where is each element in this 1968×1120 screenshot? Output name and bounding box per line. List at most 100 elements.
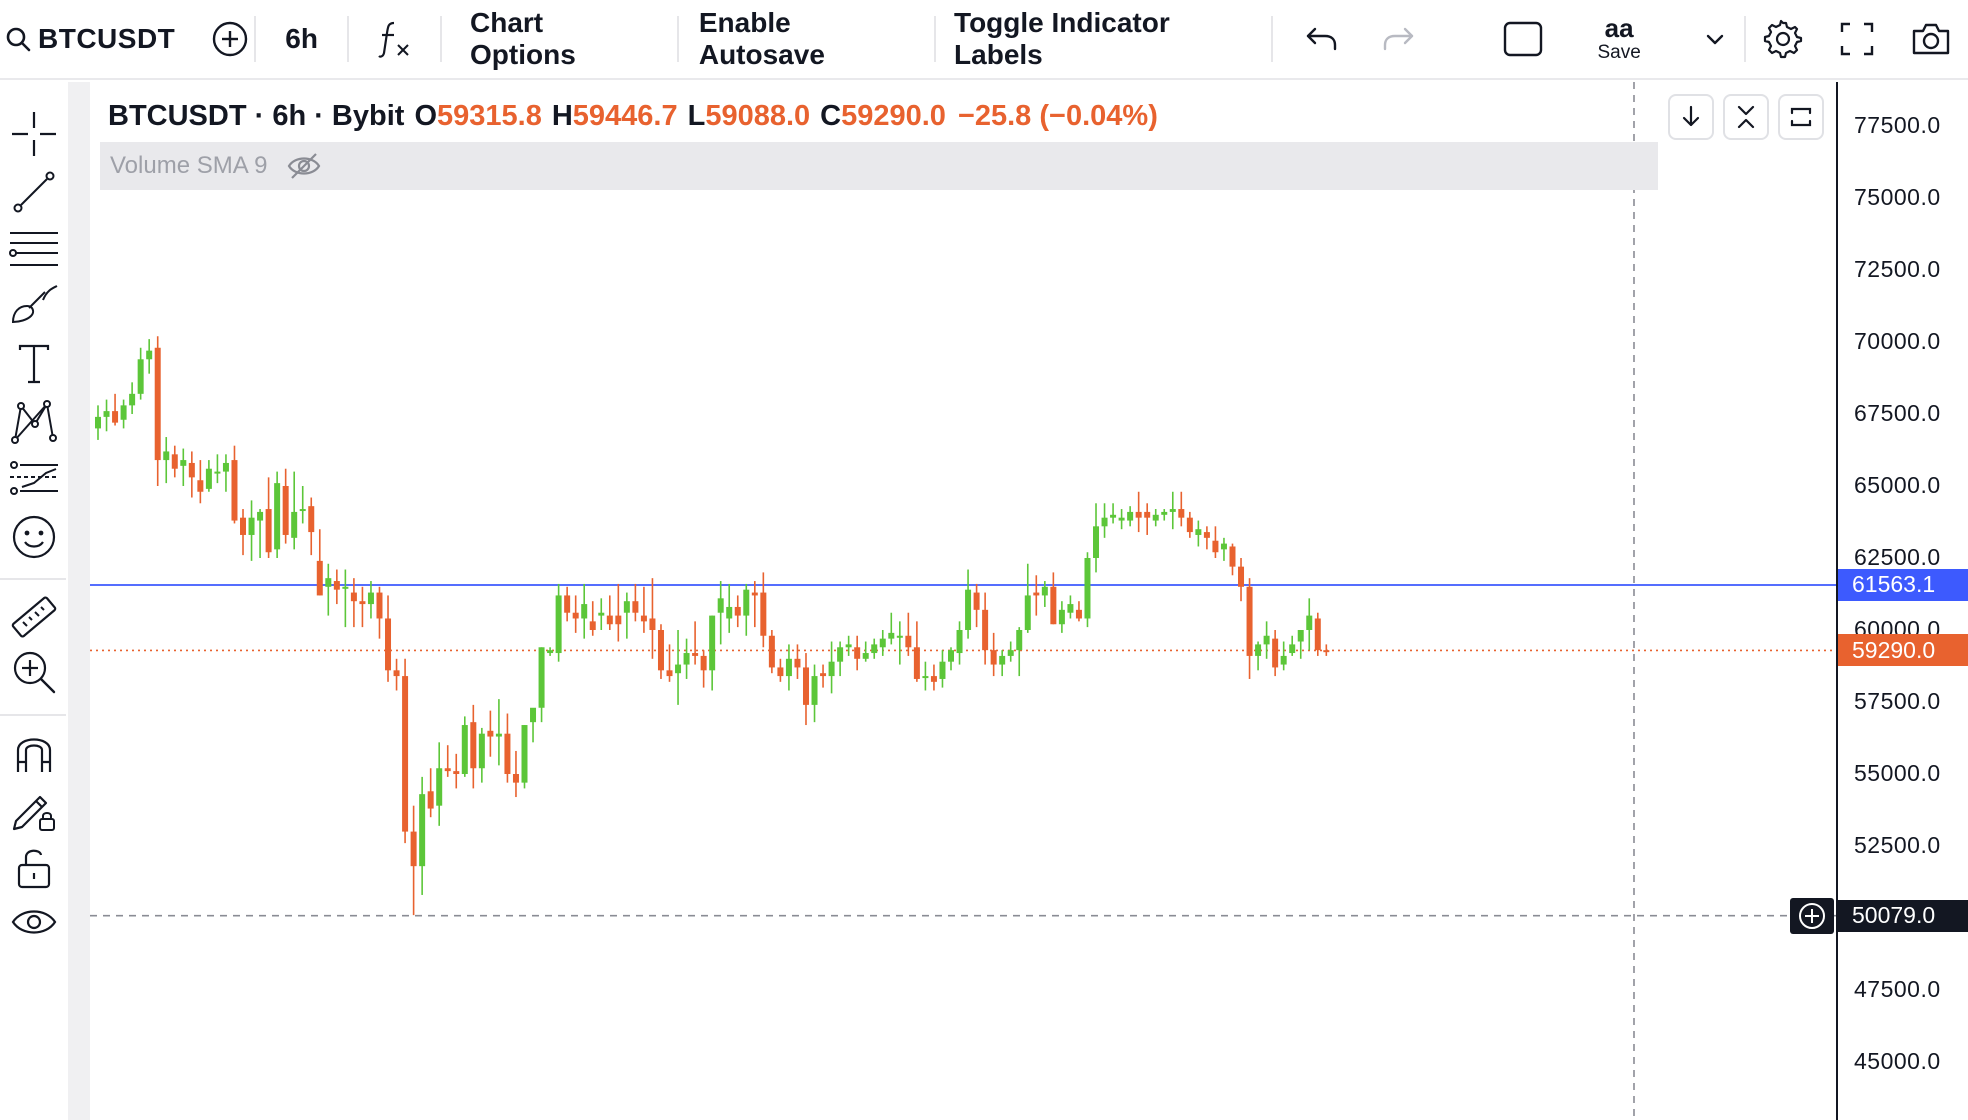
candle <box>1135 491 1142 533</box>
candle <box>930 664 937 691</box>
indicators-button[interactable] <box>349 0 440 79</box>
candle-body <box>1178 509 1185 518</box>
candle-body <box>504 733 511 774</box>
candle-body <box>734 606 741 616</box>
lock-drawings-tool[interactable] <box>0 779 68 839</box>
candle <box>325 563 332 616</box>
candle <box>112 393 119 426</box>
pencil-lock-icon <box>12 795 55 831</box>
search-icon <box>4 25 32 53</box>
candle-body <box>717 598 724 613</box>
candle-body <box>359 601 366 605</box>
trend-line-tool[interactable] <box>0 162 68 222</box>
scroll-down-button[interactable] <box>1668 94 1714 140</box>
layout-button[interactable] <box>1495 0 1553 79</box>
symbol-search[interactable]: BTCUSDT <box>0 0 206 79</box>
maximize-pane-button[interactable] <box>1778 94 1824 140</box>
candle <box>453 753 460 789</box>
chart-pane[interactable]: BTCUSDT · 6h · Bybit O 59315.8 H 59446.7 L… <box>90 82 1836 1120</box>
unlock-tool[interactable] <box>0 837 68 897</box>
candle-body <box>1041 586 1048 596</box>
save-layout-button[interactable]: aa Save <box>1552 0 1686 79</box>
text-tool[interactable] <box>0 334 68 394</box>
candle-body <box>1075 609 1082 619</box>
candle <box>623 592 630 639</box>
legend-open: 59315.8 <box>437 100 542 132</box>
price-scale[interactable]: 77500.0 75000.0 72500.0 70000.0 67500.0 65000… <box>1836 82 1968 1120</box>
candle <box>282 468 289 544</box>
toggle-indicator-labels-button[interactable]: Toggle Indicator Labels <box>954 7 1170 70</box>
candle <box>376 586 383 639</box>
chart-options-button[interactable]: Chart Options <box>470 7 576 70</box>
undo-button[interactable] <box>1283 0 1360 79</box>
candle-body <box>820 673 827 677</box>
zoom-in-tool[interactable] <box>0 642 68 702</box>
candle <box>547 647 554 656</box>
candle-body <box>1033 592 1040 596</box>
candle <box>419 776 426 895</box>
price-axis-label: 62500.0 <box>1854 544 1941 570</box>
candle <box>1024 563 1031 633</box>
candle <box>837 641 844 677</box>
candle-body <box>1263 635 1270 645</box>
candle-body <box>1144 511 1151 518</box>
pattern-tool[interactable] <box>0 392 68 452</box>
camera-icon <box>1912 23 1949 55</box>
candle <box>785 644 792 691</box>
candle <box>896 621 903 665</box>
candle <box>1127 506 1134 527</box>
candle-body <box>274 483 281 550</box>
candle <box>137 347 144 400</box>
enable-autosave-button[interactable]: Enable Autosave <box>698 7 825 70</box>
candle <box>1178 491 1185 527</box>
add-alert-button[interactable] <box>1790 897 1834 934</box>
price-axis-label: 67500.0 <box>1854 400 1941 426</box>
candle <box>751 581 758 628</box>
candle-body <box>666 670 673 677</box>
candle-body <box>188 462 195 478</box>
interval-button[interactable]: 6h <box>256 0 347 79</box>
legend-close: 59290.0 <box>841 100 946 132</box>
save-dropdown[interactable] <box>1686 0 1744 79</box>
candle-body <box>606 615 613 625</box>
candlestick-chart[interactable] <box>90 82 1836 1120</box>
ruler-tool[interactable] <box>0 587 68 647</box>
candle <box>1058 601 1065 633</box>
indicator-legend-row[interactable]: Volume SMA 9 <box>100 142 1658 190</box>
magnet-tool[interactable] <box>0 722 68 782</box>
forecast-tool[interactable] <box>0 449 68 509</box>
candle <box>811 664 818 723</box>
candle-body <box>811 676 818 705</box>
compare-button[interactable] <box>206 0 254 79</box>
brush-tool[interactable] <box>0 276 68 336</box>
fullscreen-button[interactable] <box>1820 0 1893 79</box>
horizontal-line-price-tag: 61563.1 <box>1838 568 1968 601</box>
candle <box>888 612 895 645</box>
hide-drawings-tool[interactable] <box>0 892 68 952</box>
crosshair-tool[interactable] <box>0 104 68 164</box>
candle <box>1169 491 1176 530</box>
candle-body <box>1161 511 1168 515</box>
legend-low-key: L <box>687 100 706 132</box>
candle-body <box>1289 644 1296 654</box>
candle <box>146 339 153 374</box>
collapse-pane-button[interactable] <box>1723 94 1769 140</box>
redo-button[interactable] <box>1360 0 1437 79</box>
candle-body <box>512 774 519 783</box>
candle <box>709 615 716 691</box>
emoji-tool[interactable] <box>0 507 68 567</box>
candle-body <box>316 560 323 596</box>
snapshot-button[interactable] <box>1893 0 1968 79</box>
candle <box>214 454 221 484</box>
candle-body <box>197 480 204 492</box>
candle-body <box>444 768 451 772</box>
eye-slash-icon[interactable] <box>274 152 334 180</box>
price-axis-label: 65000.0 <box>1854 472 1941 498</box>
forecast-icon <box>10 461 58 495</box>
brush-icon <box>11 285 58 324</box>
settings-button[interactable] <box>1746 0 1821 79</box>
candle-body <box>581 604 588 619</box>
horizontal-lines-tool[interactable] <box>0 219 68 279</box>
candle-body <box>1024 595 1031 630</box>
candle <box>1314 612 1321 656</box>
